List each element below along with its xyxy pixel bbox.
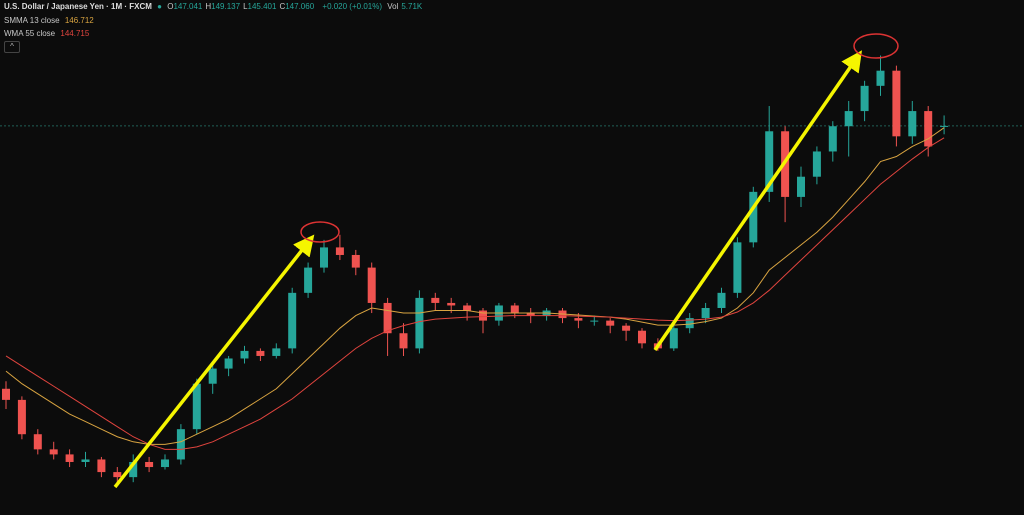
candle-body — [33, 434, 42, 450]
indicator-value: 144.715 — [60, 29, 90, 38]
candle-body — [749, 191, 758, 243]
candle-body — [383, 302, 392, 334]
candle-body — [17, 399, 26, 435]
indicator-legend: SMMA 13 close 146.712 — [4, 16, 97, 25]
symbol-legend: U.S. Dollar / Japanese Yen · 1M · FXCM ●… — [4, 2, 423, 11]
candle-body — [129, 461, 138, 478]
ohlc-value: 147.060 — [285, 2, 315, 11]
candle-body — [574, 318, 583, 321]
candle-body — [97, 459, 106, 473]
candle-body — [892, 70, 901, 137]
candle-body — [2, 388, 10, 400]
change: +0.020 (+0.01%) — [322, 2, 382, 11]
indicator-name[interactable]: WMA 55 close — [4, 29, 56, 38]
indicator-name[interactable]: SMMA 13 close — [4, 16, 60, 25]
candle-body — [335, 247, 344, 255]
candle-body — [479, 310, 487, 321]
indicator-legend: WMA 55 close 144.715 — [4, 29, 92, 38]
peak-circle — [853, 33, 899, 59]
candle-body — [622, 325, 631, 331]
moving-average — [5, 137, 945, 450]
ohlc-label: H — [205, 2, 212, 11]
trend-arrow — [113, 234, 315, 489]
candle-body — [463, 305, 472, 311]
peak-circle — [300, 221, 340, 243]
candle-body — [272, 348, 281, 356]
candle-body — [812, 151, 821, 177]
candle-body — [304, 267, 313, 293]
candle-body — [49, 449, 58, 455]
indicator-value: 146.712 — [64, 16, 94, 25]
candle-body — [431, 297, 440, 303]
candle-body — [797, 176, 805, 197]
ohlc-value: 145.401 — [247, 2, 277, 11]
candle-body — [145, 461, 154, 468]
candle-body — [256, 350, 265, 356]
candle-body — [161, 459, 169, 468]
annotations — [113, 33, 899, 489]
candle-body — [320, 247, 328, 268]
candle-body — [526, 313, 535, 316]
candle-body — [240, 350, 249, 359]
candle-body — [192, 383, 201, 430]
candle-body — [351, 254, 360, 268]
candle-body — [685, 318, 694, 329]
collapse-button[interactable]: ^ — [4, 41, 20, 53]
candle-body — [717, 292, 726, 308]
vol: 5.71K — [401, 2, 423, 11]
candle-body — [606, 320, 615, 326]
ohlc-label: C — [279, 2, 286, 11]
candle-body — [510, 305, 519, 314]
candle-body — [590, 320, 599, 322]
candle-body — [65, 454, 74, 462]
candle-body — [224, 358, 233, 369]
candle-body — [924, 111, 933, 147]
ohlc-label: O — [167, 2, 174, 11]
candle-body — [876, 70, 885, 86]
symbol[interactable]: U.S. Dollar / Japanese Yen · 1M · FXCM — [4, 2, 152, 11]
candle-body — [733, 242, 742, 293]
candle-body — [908, 111, 917, 137]
ohlc-label: L — [243, 2, 248, 11]
candle-body — [638, 330, 646, 344]
candle-body — [701, 307, 710, 319]
candle-body — [399, 333, 408, 349]
candle-body — [844, 111, 853, 127]
candle-body — [113, 472, 122, 478]
ohlc-value: 149.137 — [211, 2, 241, 11]
candle-body — [367, 267, 376, 303]
vol-label: Vol — [387, 2, 399, 11]
candle-body — [940, 125, 949, 127]
candle-body — [81, 459, 90, 462]
trend-arrow — [653, 50, 862, 351]
candle-body — [765, 131, 774, 192]
candle-body — [828, 126, 837, 152]
candle-body — [415, 297, 424, 349]
candle-body — [860, 85, 869, 112]
moving-average — [5, 127, 945, 445]
ohlc-value: 147.041 — [173, 2, 203, 11]
candle-body — [447, 302, 456, 306]
candle-body — [208, 368, 217, 384]
candle-body — [176, 429, 185, 460]
candle-body — [288, 292, 297, 349]
candle-body — [669, 328, 678, 349]
